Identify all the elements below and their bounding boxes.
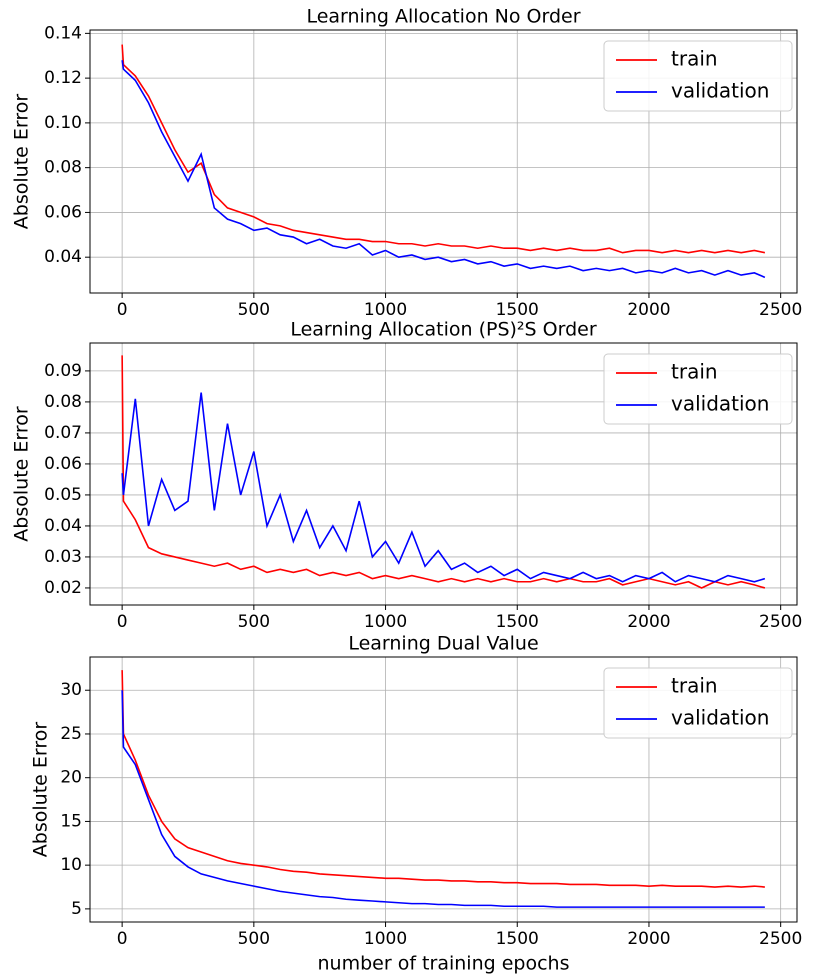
y-tick-label: 30	[60, 680, 82, 700]
series-line	[121, 355, 766, 589]
x-tick-label: 500	[238, 929, 270, 949]
series-line	[121, 670, 765, 888]
legend-label: train	[671, 360, 718, 384]
y-tick-label: 0.03	[44, 547, 82, 567]
x-tick-label: 0	[117, 300, 128, 320]
axes-frame	[89, 656, 798, 923]
x-tick-label: 2000	[627, 929, 670, 949]
chart-title: Learning Allocation No Order	[306, 6, 580, 28]
chart-title: Learning Allocation (PS)²S Order	[290, 319, 596, 341]
x-tick-label: 500	[238, 612, 270, 632]
legend-label: validation	[671, 392, 769, 416]
x-tick-label: 1000	[364, 300, 407, 320]
x-tick-label: 1000	[364, 929, 407, 949]
y-tick-label: 5	[71, 899, 82, 919]
y-axis-label: Absolute Error	[11, 406, 33, 542]
y-tick-label: 0.02	[44, 578, 82, 598]
y-tick-label: 0.06	[44, 454, 82, 474]
y-tick-label: 0.04	[44, 247, 82, 267]
x-axis-label: number of training epochs	[318, 953, 570, 975]
x-tick-label: 1500	[496, 300, 539, 320]
legend-box	[603, 667, 793, 739]
x-tick-label: 2000	[627, 612, 670, 632]
legend-label: validation	[671, 79, 769, 103]
y-axis-label: Absolute Error	[11, 94, 33, 230]
series-line	[121, 44, 766, 254]
y-tick-label: 20	[60, 768, 82, 788]
y-tick-label: 0.09	[44, 361, 82, 381]
y-tick-label: 0.08	[44, 392, 82, 412]
legend-label: train	[671, 674, 718, 698]
axes-frame	[89, 29, 798, 294]
x-tick-label: 2000	[627, 300, 670, 320]
series-line	[121, 392, 766, 583]
y-tick-label: 0.05	[44, 485, 82, 505]
x-tick-label: 500	[238, 300, 270, 320]
y-axis-label: Absolute Error	[30, 722, 52, 858]
axes-frame	[89, 342, 798, 606]
x-tick-label: 2500	[759, 300, 802, 320]
y-tick-label: 0.06	[44, 202, 82, 222]
y-tick-label: 0.08	[44, 158, 82, 178]
series-line	[121, 690, 765, 908]
y-tick-label: 25	[60, 724, 82, 744]
y-tick-label: 10	[60, 855, 82, 875]
series-line	[121, 60, 766, 279]
x-tick-label: 0	[117, 929, 128, 949]
y-tick-label: 0.14	[44, 23, 82, 43]
legend-box	[603, 353, 793, 425]
y-tick-label: 0.10	[44, 113, 82, 133]
x-tick-label: 1000	[364, 612, 407, 632]
legend-label: train	[671, 47, 718, 71]
y-tick-label: 0.04	[44, 516, 82, 536]
x-tick-label: 1500	[496, 612, 539, 632]
chart-title: Learning Dual Value	[348, 633, 538, 655]
y-tick-label: 0.12	[44, 68, 82, 88]
x-tick-label: 2500	[759, 612, 802, 632]
x-tick-label: 1500	[496, 929, 539, 949]
legend-box	[603, 40, 793, 112]
y-tick-label: 0.07	[44, 423, 82, 443]
x-tick-label: 0	[117, 612, 128, 632]
y-tick-label: 15	[60, 811, 82, 831]
legend-label: validation	[671, 706, 769, 730]
x-tick-label: 2500	[759, 929, 802, 949]
